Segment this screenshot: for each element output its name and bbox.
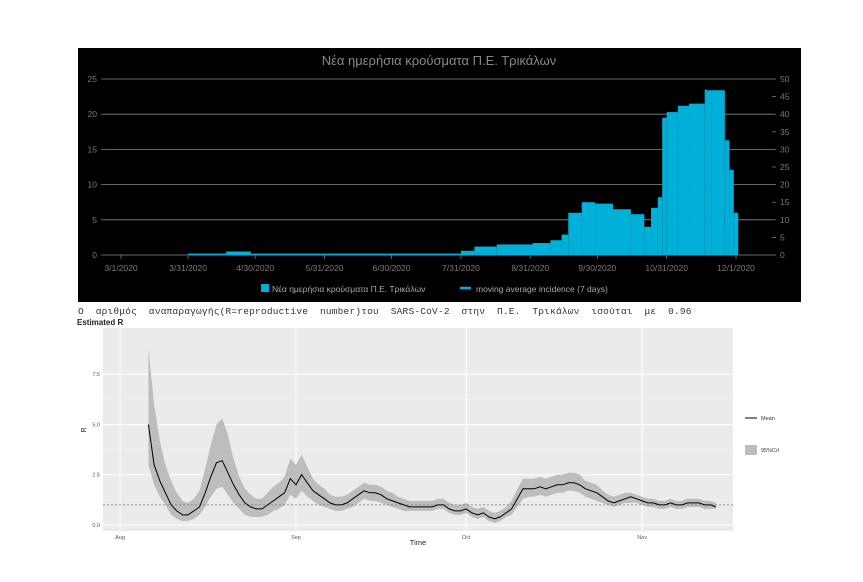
chart2-title: Estimated R [77, 318, 123, 327]
incidence-bar [651, 207, 658, 255]
chart2-y-axis: 0.0 2.5 5.0 7.5 [92, 372, 100, 529]
legend-bar-swatch [261, 284, 269, 292]
incidence-bar [733, 212, 739, 255]
chart1-y-right-tick-label: 0 [780, 250, 785, 260]
incidence-bar [188, 253, 227, 255]
chart1-y-axis-right: 0 5 10 15 20 25 30 35 40 45 50 [772, 74, 790, 260]
estimated-r-chart: Estimated R 0.0 2.5 5.0 7.5 Aug Sep Oct Nov Ti… [77, 318, 780, 547]
chart1-x-tick-label: 5/31/2020 [306, 263, 344, 273]
chart2-x-axis-title: Time [410, 538, 426, 547]
chart1-x-tick-label: 9/30/2020 [578, 263, 616, 273]
incidence-bar [644, 226, 652, 255]
chart1-y-right-tick-label: 35 [780, 127, 790, 137]
legend-cri-label: 95%CrI [761, 448, 780, 454]
chart2-y-tick-label: 0.0 [92, 523, 100, 529]
incidence-bar [460, 250, 475, 255]
chart1-title: Νέα ημερήσια κρούσματα Π.Ε. Τρικάλων [322, 53, 557, 68]
chart1-x-tick-label: 8/31/2020 [511, 263, 549, 273]
chart1-x-tick-label: 7/31/2020 [442, 263, 480, 273]
chart2-x-tick-label: Aug [115, 535, 125, 541]
chart2-y-tick-label: 5.0 [92, 422, 100, 428]
legend-bar-label: Νέα ημερήσια κρούσματα Π.Ε. Τρικάλων [272, 284, 425, 294]
reproduction-number-caption: Ο αριθμός αναπαραγωγής(R=reproductive nu… [78, 306, 692, 317]
incidence-bar [400, 253, 461, 255]
incidence-bar [613, 209, 631, 255]
chart1-y-right-tick-label: 40 [780, 109, 790, 119]
incidence-bar [677, 105, 690, 255]
chart2-legend: Mean 95%CrI [745, 416, 780, 455]
incidence-bar [704, 89, 707, 255]
incidence-bar [532, 243, 551, 255]
chart1-x-tick-label: 6/30/2020 [373, 263, 411, 273]
incidence-bar [581, 202, 596, 255]
chart1-y-left-tick-label: 15 [88, 144, 98, 154]
incidence-bar [561, 234, 569, 255]
incidence-bar [711, 90, 725, 255]
chart1-y-right-tick-label: 45 [780, 92, 790, 102]
incidence-bar [729, 169, 734, 255]
chart1-y-left-tick-label: 25 [88, 74, 98, 84]
incidence-bar [724, 140, 730, 255]
incidence-bar [226, 251, 251, 255]
incidence-bar [326, 253, 401, 255]
chart1-x-tick-label: 4/30/2020 [236, 263, 274, 273]
chart1-x-tick-label: 10/31/2020 [645, 263, 688, 273]
legend-mean-label: Mean [761, 416, 775, 422]
chart1-y-left-tick-label: 20 [88, 109, 98, 119]
chart1-x-tick-label: 3/31/2020 [169, 263, 207, 273]
incidence-bar [259, 253, 327, 255]
chart1-y-left-tick-label: 0 [92, 250, 97, 260]
chart2-x-tick-label: Nov [637, 535, 647, 541]
incidence-bar [666, 112, 678, 255]
incidence-chart: Νέα ημερήσια κρούσματα Π.Ε. Τρικάλων 0 5 1… [78, 48, 801, 302]
chart1-y-right-tick-label: 50 [780, 74, 790, 84]
incidence-bar [662, 117, 667, 255]
incidence-bar [496, 244, 533, 255]
chart1-y-right-tick-label: 10 [780, 215, 790, 225]
chart2-y-axis-title: R [81, 427, 88, 432]
incidence-bar [630, 214, 645, 255]
incidence-bar [250, 253, 260, 255]
chart2-y-tick-label: 7.5 [92, 372, 100, 378]
incidence-bar [550, 240, 562, 255]
chart1-x-axis: 3/1/2020 3/31/2020 4/30/2020 5/31/2020 6/30/… [104, 255, 755, 273]
incidence-bar [595, 203, 613, 255]
legend-cri-swatch [745, 445, 757, 455]
chart1-y-right-tick-label: 5 [780, 232, 785, 242]
chart1-bars [188, 89, 739, 255]
chart1-y-right-tick-label: 25 [780, 162, 790, 172]
chart1-y-right-tick-label: 15 [780, 197, 790, 207]
incidence-bar [657, 197, 663, 255]
chart1-y-axis-left: 0 5 10 15 20 25 [88, 74, 105, 260]
chart2-x-tick-label: Oct [462, 535, 471, 541]
mean-r-line [147, 424, 717, 520]
chart1-x-tick-label: 3/1/2020 [104, 263, 137, 273]
chart1-y-right-tick-label: 20 [780, 180, 790, 190]
chart2-x-tick-label: Sep [291, 535, 301, 541]
chart1-y-left-tick-label: 10 [88, 180, 98, 190]
chart2-gridlines [103, 328, 733, 531]
incidence-bar [474, 246, 497, 255]
chart2-y-tick-label: 2.5 [92, 473, 100, 479]
incidence-bar [706, 90, 712, 255]
chart1-legend: Νέα ημερήσια κρούσματα Π.Ε. Τρικάλων mov… [261, 284, 608, 294]
legend-line-label: moving average incidence (7 days) [476, 284, 608, 294]
incidence-bar [568, 212, 582, 255]
incidence-bar [689, 103, 705, 255]
chart2-x-axis: Aug Sep Oct Nov [115, 535, 647, 541]
chart1-x-tick-label: 12/1/2020 [717, 263, 755, 273]
chart1-y-right-tick-label: 30 [780, 144, 790, 154]
chart1-y-left-tick-label: 5 [92, 215, 97, 225]
